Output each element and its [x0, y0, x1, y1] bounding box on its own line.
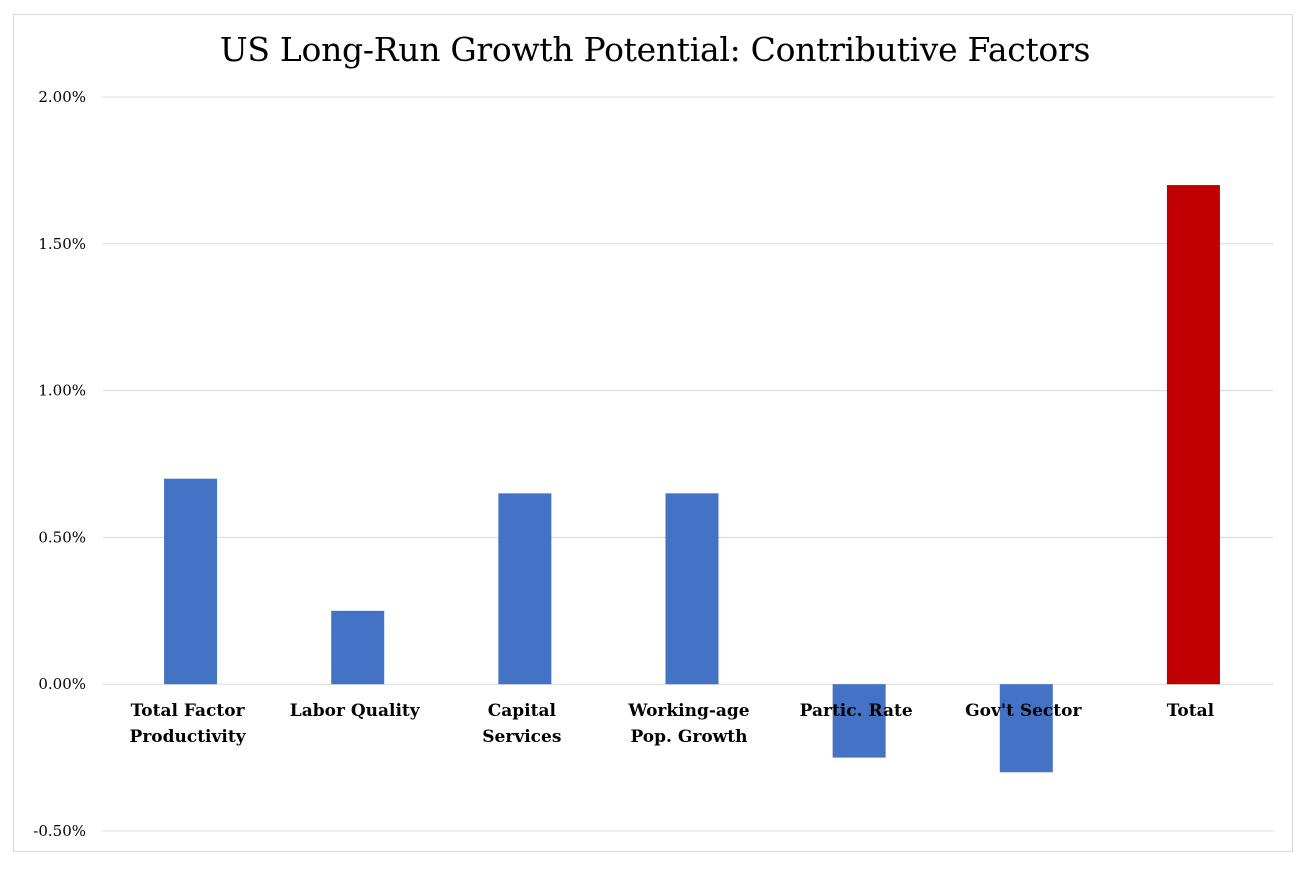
y-tick-label: 0.50% [38, 528, 86, 546]
x-tick-label: Gov't Sector [965, 701, 1082, 721]
x-tick-label: Labor Quality [290, 701, 421, 721]
x-tick-label-line: Partic. Rate [800, 701, 913, 721]
bar [498, 493, 552, 685]
bar [999, 684, 1053, 773]
bar [164, 478, 218, 685]
bar [832, 684, 886, 758]
chart-frame [13, 14, 1293, 852]
x-tick-label-line: Services [482, 727, 561, 747]
bar [665, 493, 719, 685]
x-tick-label: Partic. Rate [800, 701, 913, 721]
chart-title: US Long-Run Growth Potential: Contributi… [219, 30, 1091, 69]
x-tick-label-line: Gov't Sector [965, 701, 1082, 721]
x-tick-label-line: Total Factor [131, 701, 246, 721]
x-tick-label-line: Pop. Growth [630, 727, 747, 747]
y-tick-label: 1.50% [38, 235, 86, 253]
x-tick-label-line: Capital [488, 701, 557, 721]
y-axis-labels: 2.00% 1.50% 1.00% 0.50% 0.00% -0.50% [33, 88, 86, 840]
x-tick-label: Total [1167, 701, 1215, 721]
bars [164, 185, 1220, 773]
x-tick-label: Total Factor Productivity [130, 701, 247, 747]
y-tick-label: -0.50% [33, 822, 86, 840]
y-tick-label: 0.00% [38, 675, 86, 693]
y-tick-label: 2.00% [38, 88, 86, 106]
gridlines [103, 96, 1273, 832]
y-tick-label: 1.00% [38, 382, 86, 400]
bar [331, 610, 385, 685]
x-axis-labels: Total Factor Productivity Labor Quality Cap… [130, 701, 1215, 747]
x-tick-label: Working-age Pop. Growth [627, 701, 749, 747]
bar [1166, 185, 1220, 685]
x-tick-label-line: Labor Quality [290, 701, 421, 721]
x-tick-label-line: Total [1167, 701, 1215, 721]
x-tick-label-line: Working-age [627, 701, 749, 721]
x-tick-label: Capital Services [482, 701, 561, 747]
x-tick-label-line: Productivity [130, 727, 247, 747]
